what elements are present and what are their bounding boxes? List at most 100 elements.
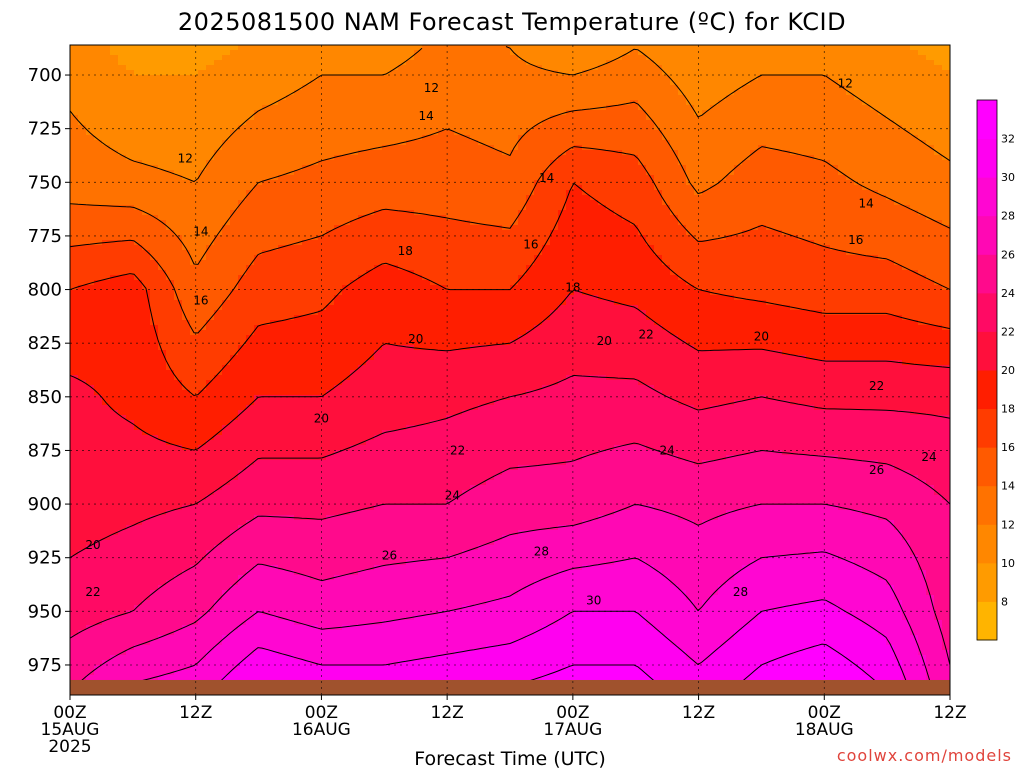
field-cell (366, 180, 375, 186)
field-cell (94, 675, 103, 681)
field-cell (350, 430, 359, 436)
field-cell (142, 580, 151, 586)
field-cell (102, 440, 111, 446)
field-cell (230, 465, 239, 471)
field-cell (350, 210, 359, 216)
field-cell (174, 275, 183, 281)
field-cell (230, 560, 239, 566)
field-cell (134, 510, 143, 516)
field-cell (214, 280, 223, 286)
field-cell (278, 265, 287, 271)
field-cell (166, 210, 175, 216)
field-cell (166, 520, 175, 526)
field-cell (326, 570, 335, 576)
field-cell (158, 275, 167, 281)
field-cell (366, 485, 375, 491)
field-cell (142, 130, 151, 136)
field-cell (142, 405, 151, 411)
field-cell (294, 570, 303, 576)
field-cell (286, 85, 295, 91)
field-cell (198, 455, 207, 461)
field-cell (318, 560, 327, 566)
field-cell (294, 345, 303, 351)
field-cell (270, 45, 279, 51)
field-cell (142, 600, 151, 606)
field-cell (214, 365, 223, 371)
field-cell (326, 45, 335, 51)
field-cell (366, 450, 375, 456)
field-cell (358, 175, 367, 181)
field-cell (86, 75, 95, 81)
field-cell (302, 530, 311, 536)
field-cell (94, 125, 103, 131)
field-cell (158, 300, 167, 306)
field-cell (134, 280, 143, 286)
field-cell (190, 95, 199, 101)
field-cell (158, 450, 167, 456)
field-cell (166, 355, 175, 361)
field-cell (206, 105, 215, 111)
field-cell (222, 325, 231, 331)
field-cell (94, 265, 103, 271)
field-cell (126, 140, 135, 146)
field-cell (190, 530, 199, 536)
field-cell (366, 530, 375, 536)
field-cell (214, 265, 223, 271)
field-cell (262, 160, 271, 166)
field-cell (182, 90, 191, 96)
field-cell (230, 315, 239, 321)
field-cell (174, 90, 183, 96)
field-cell (318, 325, 327, 331)
field-cell (350, 525, 359, 531)
field-cell (302, 640, 311, 646)
field-cell (342, 410, 351, 416)
field-cell (166, 525, 175, 531)
field-cell (230, 510, 239, 516)
field-cell (110, 590, 119, 596)
field-cell (94, 450, 103, 456)
field-cell (246, 405, 255, 411)
field-cell (70, 120, 79, 126)
field-cell (334, 55, 343, 61)
field-cell (302, 130, 311, 136)
field-cell (246, 145, 255, 151)
field-cell (238, 265, 247, 271)
field-cell (206, 255, 215, 261)
field-cell (70, 320, 79, 326)
field-cell (198, 375, 207, 381)
field-cell (294, 125, 303, 131)
field-cell (350, 315, 359, 321)
field-cell (214, 235, 223, 241)
field-cell (366, 215, 375, 221)
field-cell (190, 150, 199, 156)
field-cell (150, 625, 159, 631)
field-cell (182, 380, 191, 386)
field-cell (174, 655, 183, 661)
field-cell (86, 455, 95, 461)
field-cell (294, 475, 303, 481)
field-cell (190, 250, 199, 256)
field-cell (142, 70, 151, 76)
field-cell (278, 65, 287, 71)
field-cell (126, 530, 135, 536)
field-cell (182, 120, 191, 126)
field-cell (366, 445, 375, 451)
field-cell (118, 320, 127, 326)
field-cell (326, 220, 335, 226)
field-cell (78, 620, 87, 626)
field-cell (318, 575, 327, 581)
field-cell (238, 250, 247, 256)
field-cell (310, 585, 319, 591)
field-cell (134, 485, 143, 491)
field-cell (286, 430, 295, 436)
field-cell (230, 420, 239, 426)
field-cell (198, 310, 207, 316)
field-cell (334, 505, 343, 511)
field-cell (230, 405, 239, 411)
field-cell (126, 240, 135, 246)
field-cell (302, 450, 311, 456)
field-cell (134, 645, 143, 651)
field-cell (294, 640, 303, 646)
field-cell (342, 50, 351, 56)
field-cell (110, 75, 119, 81)
